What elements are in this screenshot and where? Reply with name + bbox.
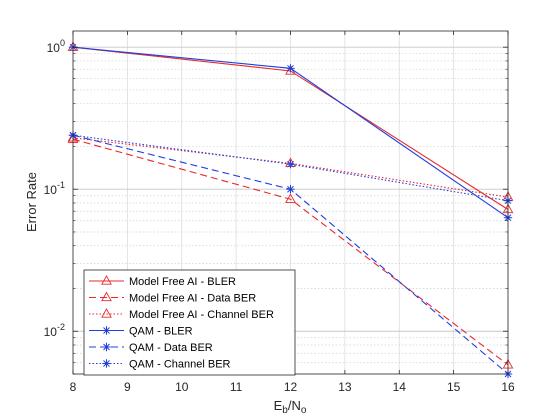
legend-item: Model Free AI - BLER bbox=[89, 275, 236, 288]
legend-marker bbox=[102, 326, 111, 335]
legend-label: QAM - Channel BER bbox=[129, 359, 231, 371]
x-tick-label: 10 bbox=[175, 380, 189, 394]
legend-label: Model Free AI - Channel BER bbox=[129, 309, 274, 321]
legend: Model Free AI - BLER Model Free AI - Data… bbox=[83, 269, 296, 376]
star-stroke bbox=[287, 185, 294, 193]
legend-label: QAM - BLER bbox=[129, 326, 193, 338]
legend-item: QAM - Data BER bbox=[89, 342, 213, 354]
y-tick-label: 10-1 bbox=[44, 180, 65, 197]
legend-marker bbox=[101, 308, 112, 318]
axis-ticks: 8 9 10 11 12 13 14 15 16 100 10-1 10-2 bbox=[44, 31, 515, 394]
x-tick-label: 9 bbox=[124, 380, 131, 394]
star-stroke bbox=[103, 343, 110, 351]
x-tick-label: 14 bbox=[393, 380, 407, 394]
legend-marker bbox=[101, 275, 112, 285]
star-stroke bbox=[287, 64, 294, 72]
legend-marker bbox=[101, 291, 112, 302]
legend-item: Model Free AI - Data BER bbox=[89, 291, 256, 305]
star-stroke bbox=[103, 327, 110, 334]
x-tick-label: 13 bbox=[338, 380, 352, 394]
y-tick-label: 10-2 bbox=[44, 322, 65, 339]
x-tick-label: 16 bbox=[501, 380, 515, 394]
legend-item: QAM - Channel BER bbox=[89, 359, 231, 371]
series-4 bbox=[68, 42, 513, 222]
star-stroke bbox=[287, 160, 294, 168]
x-axis-label: Eb/No bbox=[274, 398, 307, 416]
x-tick-label: 12 bbox=[284, 380, 298, 394]
legend-marker bbox=[102, 342, 111, 352]
legend-label: QAM - Data BER bbox=[129, 342, 213, 354]
star-stroke bbox=[103, 360, 110, 367]
data-point bbox=[285, 193, 296, 203]
data-point bbox=[286, 160, 295, 169]
legend-label: Model Free AI - BLER bbox=[129, 276, 236, 288]
x-tick-label: 15 bbox=[447, 380, 461, 394]
legend-box bbox=[83, 269, 296, 376]
legend-item: QAM - BLER bbox=[89, 326, 193, 338]
y-axis-label: Error Rate bbox=[24, 172, 39, 232]
legend-marker bbox=[102, 359, 111, 368]
series-line bbox=[72, 138, 509, 366]
legend-label: Model Free AI - Data BER bbox=[129, 293, 256, 305]
y-tick-label: 100 bbox=[47, 38, 65, 55]
legend-item: Model Free AI - Channel BER bbox=[89, 308, 274, 321]
x-tick-label: 11 bbox=[230, 380, 243, 394]
x-tick-label: 8 bbox=[70, 380, 77, 394]
data-point bbox=[286, 185, 295, 194]
data-point bbox=[286, 64, 295, 73]
series-group bbox=[67, 41, 514, 379]
